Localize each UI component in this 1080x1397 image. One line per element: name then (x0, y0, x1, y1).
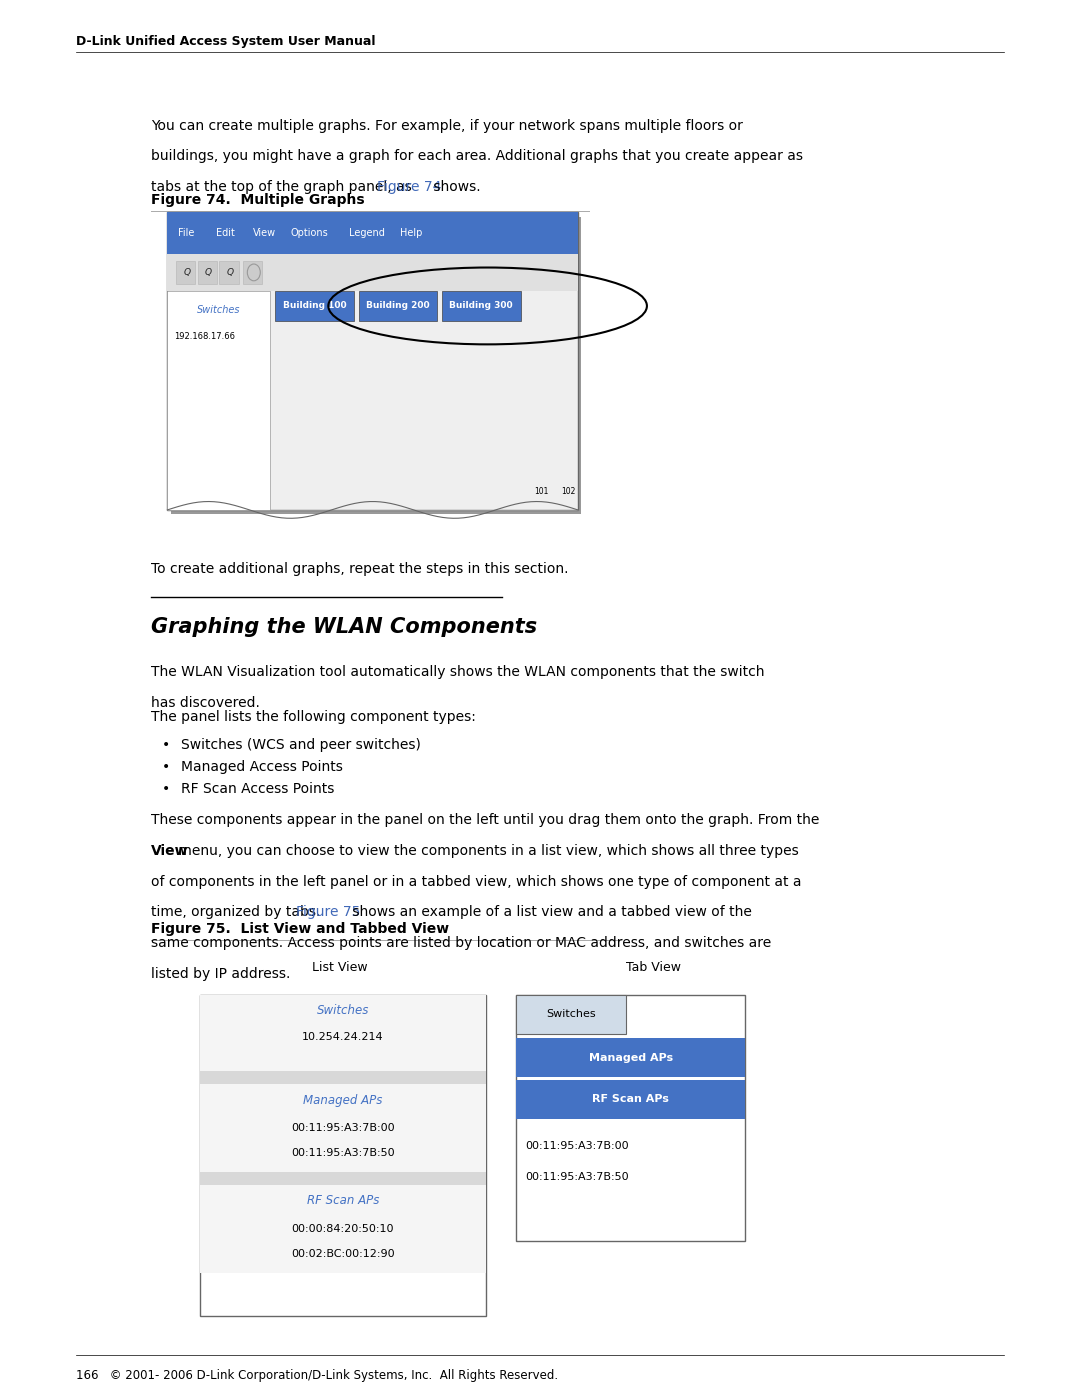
Text: menu, you can choose to view the components in a list view, which shows all thre: menu, you can choose to view the compone… (174, 844, 799, 858)
Text: The WLAN Visualization tool automatically shows the WLAN components that the swi: The WLAN Visualization tool automaticall… (151, 665, 765, 679)
FancyBboxPatch shape (200, 995, 486, 1071)
Text: 00:11:95:A3:7B:00: 00:11:95:A3:7B:00 (292, 1123, 394, 1133)
Text: tabs at the top of the graph panel, as: tabs at the top of the graph panel, as (151, 180, 416, 194)
Text: of components in the left panel or in a tabbed view, which shows one type of com: of components in the left panel or in a … (151, 875, 801, 888)
FancyBboxPatch shape (442, 291, 521, 321)
Text: 10.254.24.214: 10.254.24.214 (302, 1032, 383, 1042)
Text: 102: 102 (562, 488, 576, 496)
Text: Building 100: Building 100 (283, 302, 347, 310)
Text: Switches: Switches (546, 1009, 596, 1020)
Text: listed by IP address.: listed by IP address. (151, 967, 291, 981)
FancyBboxPatch shape (167, 212, 578, 254)
Text: Switches (WCS and peer switches): Switches (WCS and peer switches) (181, 738, 421, 752)
Text: Figure 75: Figure 75 (296, 905, 360, 919)
Text: 192.168.17.66: 192.168.17.66 (174, 332, 234, 341)
Text: 166   © 2001- 2006 D-Link Corporation/D-Link Systems, Inc.  All Rights Reserved.: 166 © 2001- 2006 D-Link Corporation/D-Li… (76, 1369, 557, 1382)
Text: same components. Access points are listed by location or MAC address, and switch: same components. Access points are liste… (151, 936, 771, 950)
Text: View: View (254, 228, 276, 239)
FancyBboxPatch shape (198, 261, 217, 284)
Text: The panel lists the following component types:: The panel lists the following component … (151, 710, 476, 724)
Text: To create additional graphs, repeat the steps in this section.: To create additional graphs, repeat the … (151, 562, 569, 576)
FancyBboxPatch shape (200, 995, 486, 1316)
FancyBboxPatch shape (200, 1071, 486, 1084)
Text: •: • (162, 782, 171, 796)
Text: shows an example of a list view and a tabbed view of the: shows an example of a list view and a ta… (348, 905, 752, 919)
FancyBboxPatch shape (167, 212, 578, 510)
Text: File: File (178, 228, 194, 239)
Text: RF Scan APs: RF Scan APs (592, 1094, 670, 1105)
Text: Help: Help (400, 228, 422, 239)
Text: Q: Q (205, 268, 212, 277)
Text: D-Link Unified Access System User Manual: D-Link Unified Access System User Manual (76, 35, 375, 47)
FancyBboxPatch shape (176, 261, 195, 284)
Text: Managed APs: Managed APs (589, 1052, 673, 1063)
Text: Switches: Switches (316, 1004, 369, 1017)
Text: 00:00:84:20:50:10: 00:00:84:20:50:10 (292, 1224, 394, 1234)
Text: RF Scan APs: RF Scan APs (307, 1194, 379, 1207)
Text: 00:11:95:A3:7B:00: 00:11:95:A3:7B:00 (525, 1141, 629, 1151)
Text: Q: Q (227, 268, 233, 277)
Text: Building 200: Building 200 (366, 302, 430, 310)
Text: You can create multiple graphs. For example, if your network spans multiple floo: You can create multiple graphs. For exam… (151, 119, 743, 133)
Text: Graphing the WLAN Components: Graphing the WLAN Components (151, 617, 538, 637)
FancyBboxPatch shape (200, 1172, 486, 1185)
Text: These components appear in the panel on the left until you drag them onto the gr: These components appear in the panel on … (151, 813, 820, 827)
FancyBboxPatch shape (200, 1185, 486, 1273)
FancyBboxPatch shape (516, 1080, 745, 1119)
FancyBboxPatch shape (516, 995, 626, 1034)
Text: Building 300: Building 300 (449, 302, 513, 310)
FancyBboxPatch shape (516, 995, 745, 1241)
Text: Figure 74: Figure 74 (377, 180, 441, 194)
Text: List View: List View (312, 961, 368, 974)
Text: Tab View: Tab View (626, 961, 680, 974)
FancyBboxPatch shape (167, 291, 270, 510)
Text: 00:11:95:A3:7B:50: 00:11:95:A3:7B:50 (292, 1148, 394, 1158)
FancyBboxPatch shape (359, 291, 437, 321)
Text: shows.: shows. (429, 180, 481, 194)
Text: Managed Access Points: Managed Access Points (181, 760, 343, 774)
Text: •: • (162, 738, 171, 752)
Text: Managed APs: Managed APs (303, 1094, 382, 1106)
FancyBboxPatch shape (171, 217, 581, 514)
Text: 101: 101 (535, 488, 549, 496)
Text: has discovered.: has discovered. (151, 696, 260, 710)
FancyBboxPatch shape (243, 261, 262, 284)
FancyBboxPatch shape (167, 254, 578, 291)
Text: Switches: Switches (197, 305, 241, 314)
FancyBboxPatch shape (200, 1084, 486, 1172)
FancyBboxPatch shape (275, 291, 354, 321)
Text: Edit: Edit (216, 228, 234, 239)
Text: buildings, you might have a graph for each area. Additional graphs that you crea: buildings, you might have a graph for ea… (151, 149, 804, 163)
Text: Q: Q (184, 268, 190, 277)
Text: Legend: Legend (349, 228, 384, 239)
Text: View: View (151, 844, 189, 858)
Text: time, organized by tabs.: time, organized by tabs. (151, 905, 325, 919)
Text: RF Scan Access Points: RF Scan Access Points (181, 782, 335, 796)
FancyBboxPatch shape (516, 1038, 745, 1077)
Text: Figure 74.  Multiple Graphs: Figure 74. Multiple Graphs (151, 193, 365, 207)
Text: 00:11:95:A3:7B:50: 00:11:95:A3:7B:50 (525, 1172, 629, 1182)
Text: Options: Options (291, 228, 328, 239)
Text: 00:02:BC:00:12:90: 00:02:BC:00:12:90 (292, 1249, 394, 1259)
FancyBboxPatch shape (219, 261, 239, 284)
Text: •: • (162, 760, 171, 774)
Text: Figure 75.  List View and Tabbed View: Figure 75. List View and Tabbed View (151, 922, 449, 936)
